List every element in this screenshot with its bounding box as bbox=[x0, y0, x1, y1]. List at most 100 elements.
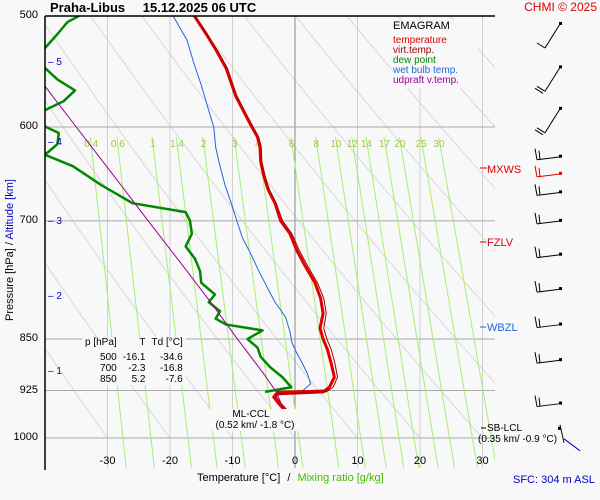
wind-barb bbox=[536, 21, 562, 49]
barb-staff bbox=[536, 156, 562, 161]
barb-dot bbox=[559, 21, 562, 25]
barb-dot bbox=[559, 171, 562, 175]
mixing-ratio-tick-label: 3 bbox=[232, 139, 238, 150]
mixing-ratio-tick-label: 17 bbox=[379, 139, 391, 150]
barb-flag bbox=[538, 248, 541, 258]
barb-flag bbox=[534, 316, 538, 328]
altitude-tick-label: – 4 bbox=[48, 137, 62, 148]
cell: -2.3 bbox=[128, 363, 146, 374]
dry-adiabat bbox=[141, 16, 483, 439]
barb-staff bbox=[536, 324, 562, 329]
wind-barbs bbox=[480, 21, 581, 452]
altitude-tick-label: – 3 bbox=[48, 215, 62, 227]
legend-wet-bulb: wet bulb temp. bbox=[393, 65, 459, 76]
barb-flag bbox=[534, 148, 538, 160]
barb-staff bbox=[536, 288, 562, 293]
cell: -16.8 bbox=[159, 363, 183, 374]
temperature-tick-label: -10 bbox=[224, 455, 241, 467]
wind-barb bbox=[534, 280, 562, 293]
altitude-tick-label: – 1 bbox=[48, 365, 62, 377]
mixing-ratio-tick-label: 8 bbox=[313, 139, 319, 150]
mixing-ratio-line bbox=[383, 136, 439, 468]
mixing-ratio-line bbox=[334, 136, 387, 468]
barb-dot bbox=[559, 358, 562, 362]
pressure-label: Pressure [hPa] bbox=[4, 248, 16, 321]
temperature-tick-label: -20 bbox=[162, 455, 178, 467]
wind-barb bbox=[534, 148, 562, 161]
mixing-ratio-tick-label: 30 bbox=[433, 139, 445, 150]
mixing-ratio-tick-label: 14 bbox=[361, 139, 373, 150]
wind-barb bbox=[534, 212, 562, 225]
barb-staff bbox=[536, 403, 562, 408]
barb-flag bbox=[534, 246, 538, 258]
xlabel-sep: / bbox=[287, 472, 291, 484]
legend-virt-temp: virt.temp. bbox=[393, 45, 435, 56]
table-row: 500 -16.1 -34.6 bbox=[82, 352, 186, 363]
barb-dot bbox=[559, 190, 562, 194]
legend-dew-point: dew point bbox=[393, 55, 436, 66]
altitude-label: Altitude [km] bbox=[4, 179, 16, 240]
mixing-ratio-tick-label: 12 bbox=[347, 139, 359, 150]
mixing-ratio-tick-label: 2 bbox=[201, 139, 207, 150]
cell: 5.2 bbox=[131, 374, 146, 385]
mixing-ratio-tick-label: 6 bbox=[289, 139, 295, 150]
series-dew-point bbox=[45, 16, 293, 394]
wind-barb bbox=[534, 395, 562, 408]
barb-staff bbox=[536, 254, 562, 259]
barb-staff bbox=[536, 359, 562, 364]
cell: -7.6 bbox=[165, 374, 183, 385]
barb-dot bbox=[558, 426, 561, 430]
mixing-ratio-line bbox=[116, 137, 155, 468]
mixing-ratio-line bbox=[290, 136, 340, 468]
mixing-ratio-tick-label: 10 bbox=[330, 139, 342, 150]
legend-temperature: temperature bbox=[393, 35, 447, 46]
mixing-ratio-label: Mixing ratio [g/kg] bbox=[297, 472, 384, 484]
cell: 500 bbox=[100, 352, 117, 363]
copyright: CHMI © 2025 bbox=[524, 0, 597, 14]
mixing-ratio-line bbox=[438, 136, 495, 462]
series-virt-temp- bbox=[194, 16, 338, 425]
mixing-ratio-tick-label: 0.4 bbox=[84, 139, 98, 150]
barb-flag bbox=[534, 280, 538, 293]
cell: 850 bbox=[100, 374, 117, 385]
sb-lcl-detail: (0.35 km/ -0.9 °C) bbox=[478, 434, 558, 445]
chart-title: Praha-Libus 15.12.2025 06 UTC bbox=[50, 0, 270, 15]
barb-dot bbox=[559, 322, 562, 326]
barb-flag bbox=[538, 150, 541, 160]
table-header: p [hPa] T Td [°C] bbox=[82, 337, 186, 348]
barb-flag bbox=[534, 184, 538, 196]
sb-lcl-label: SB-LCL (0.35 km/ -0.9 °C) bbox=[478, 423, 557, 445]
mixing-ratio-line bbox=[420, 136, 479, 468]
mixing-ratio-line bbox=[315, 136, 366, 468]
barb-flag bbox=[538, 397, 541, 407]
wbzl-label: WBZL bbox=[487, 322, 518, 334]
barb-flag bbox=[534, 212, 538, 224]
x-axis-label: Temperature [°C] / Mixing ratio [g/kg] bbox=[197, 472, 384, 484]
cell: 700 bbox=[100, 363, 117, 374]
wind-barb bbox=[534, 316, 562, 329]
wind-barb bbox=[534, 65, 562, 94]
pressure-tick-label: 925 bbox=[19, 383, 38, 396]
barb-flag bbox=[536, 42, 546, 49]
sounding-table: p [hPa] T Td [°C] 500 -16.1 -34.6 700 -2… bbox=[82, 337, 186, 385]
barb-flag bbox=[534, 129, 544, 136]
mixing-ratio-tick-label: 20 bbox=[394, 139, 406, 150]
legend-title: EMAGRAM bbox=[393, 20, 450, 32]
altitude-tick-label: – 2 bbox=[48, 291, 62, 303]
mixing-ratio-line bbox=[89, 137, 127, 468]
table-row: 850 5.2 -7.6 bbox=[82, 374, 186, 385]
pressure-tick-label: 700 bbox=[19, 213, 38, 226]
legend: EMAGRAM temperature virt.temp. dew point… bbox=[393, 20, 478, 88]
barb-flag bbox=[534, 352, 538, 364]
dry-adiabat bbox=[397, 16, 495, 128]
dry-adiabat bbox=[45, 100, 296, 439]
barb-flag bbox=[534, 165, 538, 177]
barb-dot bbox=[559, 218, 562, 222]
wind-barb bbox=[534, 106, 562, 136]
y-axis-label: Pressure [hPa] / Altitude [km] bbox=[4, 170, 16, 330]
dry-adiabat bbox=[192, 16, 495, 384]
pressure-tick-label: 850 bbox=[19, 332, 38, 345]
barb-flag bbox=[538, 167, 541, 177]
wind-barb bbox=[534, 165, 562, 178]
